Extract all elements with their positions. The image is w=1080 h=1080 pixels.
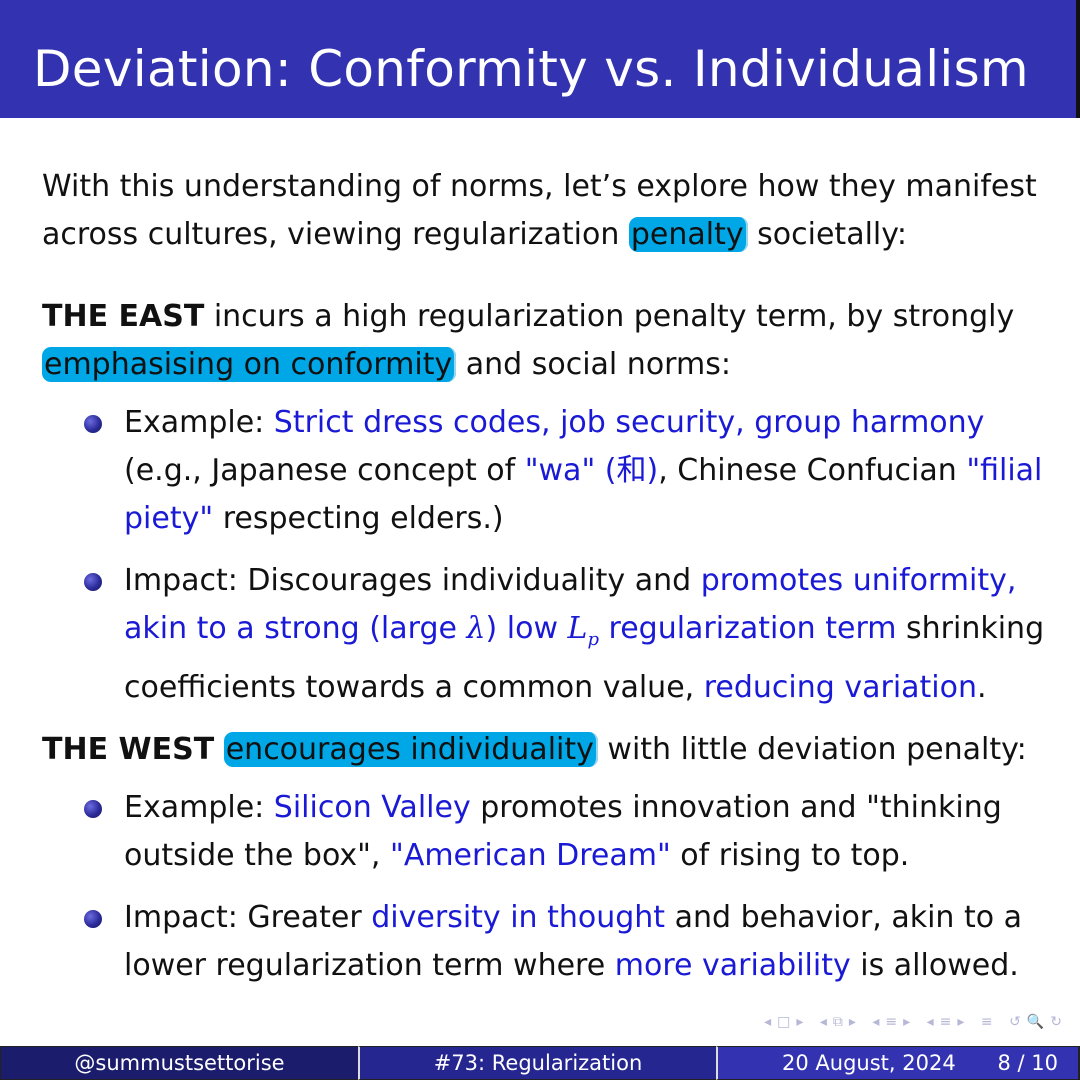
example-label: Example: [124,790,274,825]
west-label: THE WEST [42,732,215,767]
east-impact-text2: shrinking coefficients towards a common … [124,611,1045,705]
west-text: with little deviation penalty: [597,732,1027,767]
east-bullet-list: Example: Strict dress codes, job securit… [42,399,1052,712]
impact-label: Impact: [124,900,248,935]
intro-text-after: societally: [747,217,907,252]
west-impact-text2: and behavior, akin to a lower regulariza… [124,900,1023,983]
east-example-item: Example: Strict dress codes, job securit… [84,399,1052,543]
bullet-icon [84,573,102,591]
east-impact-highlight-b: ) low [485,611,568,646]
title-bar: Deviation: Conformity vs. Individualism [0,0,1080,118]
slide-content: With this understanding of norms, let’s … [42,163,1052,1004]
east-impact-text3: . [977,670,987,705]
highlight-conformity: emphasising on conformity [42,347,457,382]
bullet-icon [84,415,102,433]
footer-date: 20 August, 2024 [782,1051,956,1075]
lambda-symbol: λ [466,611,486,646]
wa-term: "wa" (和) [524,453,659,488]
east-example-text2: , Chinese Confucian [658,453,967,488]
more-variability-term: more variability [614,948,851,983]
slide-title: Deviation: Conformity vs. Individualism [33,40,1029,98]
nav-section-icon[interactable]: ◂≡▸ [872,1014,917,1030]
east-label: THE EAST [42,299,205,334]
west-impact-text: Greater [247,900,372,935]
lp-letter: L [567,611,588,646]
footer-bar: @summustsettorise #73: Regularization 20… [0,1046,1080,1080]
american-dream-term: "American Dream" [390,838,671,873]
lp-symbol: Lp [567,611,599,650]
beamer-navigation[interactable]: ◂□▸ ◂⧉▸ ◂≡▸ ◂≡▸ ≡ ↺🔍↻ [764,1014,1068,1030]
bullet-icon [84,800,102,818]
diversity-term: diversity in thought [371,900,666,935]
nav-search-icon[interactable]: ↺🔍↻ [1009,1014,1068,1030]
west-example-item: Example: Silicon Valley promotes innovat… [84,784,1052,880]
west-bullet-list: Example: Silicon Valley promotes innovat… [42,784,1052,990]
impact-label: Impact: [124,563,248,598]
nav-toc-icon[interactable]: ≡ [980,1014,999,1030]
east-text-after: and social norms: [456,347,731,382]
reducing-variation-term: reducing variation [703,670,978,705]
highlight-individuality: encourages individuality [223,732,598,767]
east-example-text: (e.g., Japanese concept of [124,453,525,488]
bullet-icon [84,910,102,928]
example-label: Example: [124,405,274,440]
intro-paragraph: With this understanding of norms, let’s … [42,163,1052,259]
east-text: incurs a high regularization penalty ter… [204,299,1015,334]
east-impact-text: Discourages individuality and [247,563,701,598]
west-impact-item: Impact: Greater diversity in thought and… [84,894,1052,990]
nav-frame-icon[interactable]: ◂□▸ [764,1014,810,1030]
west-example-text2: of rising to top. [670,838,910,873]
east-impact-highlight: promotes uniformity, akin to a strong (l… [124,563,1017,646]
east-paragraph: THE EAST incurs a high regularization pe… [42,293,1052,389]
footer-author: @summustsettorise [0,1046,358,1080]
filial-piety-term: "filial piety" [124,453,1043,536]
intro-text-before: With this understanding of norms, let’s … [42,169,1037,252]
west-example-text: promotes innovation and "thinking outsid… [124,790,1002,873]
footer-page-number: 8 / 10 [997,1051,1058,1075]
lp-subscript: p [587,629,599,650]
west-impact-text3: is allowed. [850,948,1019,983]
highlight-penalty: penalty [628,217,748,252]
east-impact-item: Impact: Discourages individuality and pr… [84,557,1052,712]
east-example-highlight: Strict dress codes, job security, group … [273,405,985,440]
silicon-valley-term: Silicon Valley [273,790,471,825]
nav-subsection-list-icon[interactable]: ◂≡▸ [926,1014,971,1030]
footer-topic: #73: Regularization [358,1046,716,1080]
east-example-text3: respecting elders.) [213,501,504,536]
footer-date-page: 20 August, 2024 8 / 10 [716,1046,1080,1080]
west-paragraph: THE WEST encourages individuality with l… [42,726,1052,774]
nav-subsection-icon[interactable]: ◂⧉▸ [819,1014,862,1030]
east-impact-highlight-c: regularization term [598,611,897,646]
